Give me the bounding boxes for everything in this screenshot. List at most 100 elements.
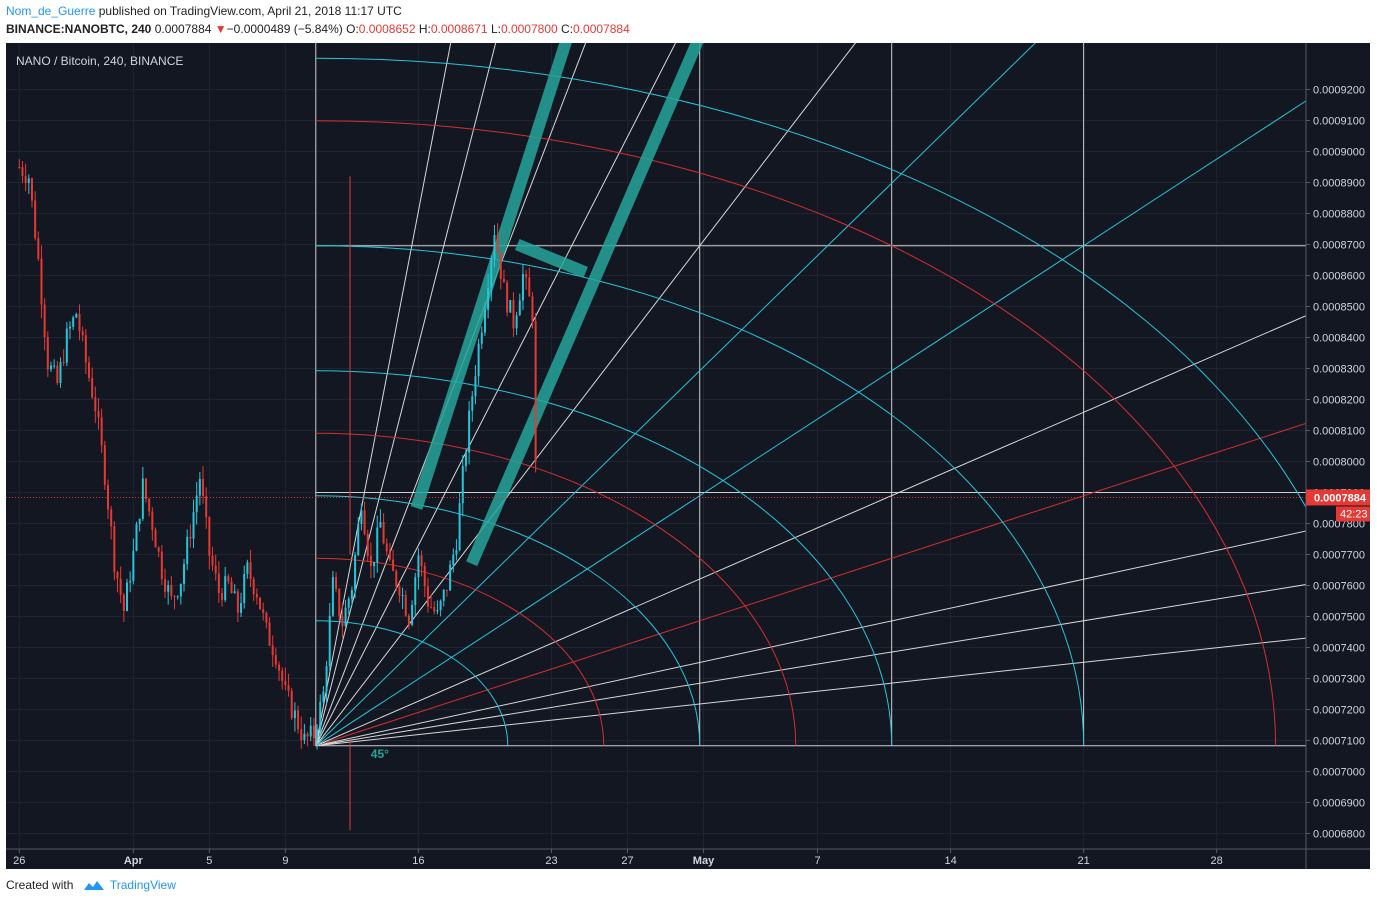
candle-body [388, 551, 391, 560]
gann-box[interactable]: 45° [315, 43, 1370, 761]
price-tick-label: 0.0008000 [1313, 457, 1365, 469]
candlestick-series [18, 159, 537, 831]
candle-body [369, 555, 372, 567]
last-price-box [1306, 489, 1370, 506]
candle-body [164, 579, 167, 592]
candle-body [338, 588, 341, 617]
candle-body [75, 313, 78, 318]
price-tick-label: 0.0007100 [1313, 736, 1365, 748]
gann-arc [315, 557, 605, 746]
candle-body [363, 510, 366, 535]
candle-body [154, 529, 157, 548]
candle-body [423, 566, 426, 587]
candle-body [414, 577, 417, 605]
price-axis[interactable]: 0.0006800 0.0006900 0.0007000 0.0007100 0.00… [1306, 85, 1365, 841]
candle-body [103, 445, 106, 485]
candle-body [461, 466, 464, 504]
candle-body [335, 577, 338, 589]
candle-body [366, 534, 369, 556]
candle-body [62, 362, 65, 364]
candle-body [198, 478, 201, 496]
candle-body [87, 362, 90, 378]
candle-body [477, 343, 480, 377]
candle-body [18, 167, 21, 168]
chart-legend-title: NANO / Bitcoin, 240, BINANCE [16, 54, 183, 68]
price-tick-label: 0.0008100 [1313, 426, 1365, 438]
candle-body [506, 282, 509, 313]
candle-body [436, 609, 439, 612]
candle-body [284, 680, 287, 686]
candle-body [452, 554, 455, 565]
low-key: L: [490, 22, 501, 36]
author-link[interactable]: Nom_de_Guerre [6, 4, 96, 18]
candle-body [170, 585, 173, 596]
plot-area[interactable]: 45° [6, 43, 1370, 831]
candle-body [68, 326, 71, 329]
candle-body [411, 604, 414, 625]
candle-body [94, 397, 97, 412]
time-tick-label: 5 [206, 855, 212, 867]
candle-body [525, 274, 528, 278]
price-tick-label: 0.0009000 [1313, 147, 1365, 159]
price-tick-label: 0.0008900 [1313, 178, 1365, 190]
gann-arc [315, 432, 797, 746]
candle-body [249, 562, 252, 580]
candle-body [515, 315, 518, 329]
candle-body [265, 612, 268, 623]
candle-body [24, 176, 27, 183]
candle-body [518, 300, 521, 316]
candle-body [509, 300, 512, 313]
candle-body [398, 586, 401, 596]
time-axis[interactable]: 26 Apr 5 9 16 23 27 May 7 14 21 28 [13, 849, 1223, 867]
price-tick-label: 0.0009100 [1313, 116, 1365, 128]
candle-body [493, 235, 496, 259]
candle-body [458, 503, 461, 551]
candle-body [404, 595, 407, 616]
candle-body [392, 559, 395, 571]
tradingview-brand-link[interactable]: TradingView [109, 878, 176, 892]
price-tick-label: 0.0008700 [1313, 240, 1365, 252]
last-price-value: 0.0007884 [1314, 492, 1367, 504]
ohlc-line: BINANCE:NANOBTC, 240 0.0007884 ▼−0.00004… [6, 22, 630, 36]
candle-body [487, 288, 490, 310]
candle-body [287, 685, 290, 691]
candle-body [350, 589, 353, 599]
high-key: H: [418, 22, 431, 36]
candle-body [309, 725, 312, 737]
candle-body [43, 304, 46, 338]
price-tick-label: 0.0007600 [1313, 581, 1365, 593]
candle-body [46, 337, 49, 370]
gann-fan-line [315, 100, 1306, 747]
gann-fan-line [315, 43, 857, 747]
candle-body [303, 733, 306, 741]
trend-bands[interactable] [410, 43, 704, 567]
candle-body [426, 586, 429, 607]
candle-body [331, 577, 334, 616]
candle-body [84, 335, 87, 363]
candle-body [113, 526, 116, 573]
candle-body [214, 565, 217, 574]
candle-body [252, 579, 255, 595]
candle-body [97, 411, 100, 418]
symbol-label: BINANCE:NANOBTC, 240 [6, 22, 152, 36]
candle-body [53, 365, 56, 367]
candle-body [468, 410, 471, 453]
candle-body [271, 645, 274, 656]
candle-body [385, 543, 388, 552]
candle-body [100, 417, 103, 446]
candle-body [106, 484, 109, 510]
candle-body [167, 585, 170, 592]
price-chart[interactable]: 45° NANO / Bitcoin, 240, BINANCE 0.00068… [6, 43, 1370, 869]
candle-body [401, 595, 404, 597]
last-price-tag: 0.0007884 42:23 [1306, 489, 1370, 522]
candle-body [132, 550, 135, 582]
candle-body [528, 277, 531, 297]
candle-body [483, 309, 486, 333]
time-tick-label: Apr [124, 855, 144, 867]
candle-body [262, 609, 265, 613]
trend-band [410, 43, 572, 510]
candle-body [306, 733, 309, 737]
candle-body [221, 593, 224, 601]
candle-body [316, 729, 319, 739]
candle-body [186, 536, 189, 565]
